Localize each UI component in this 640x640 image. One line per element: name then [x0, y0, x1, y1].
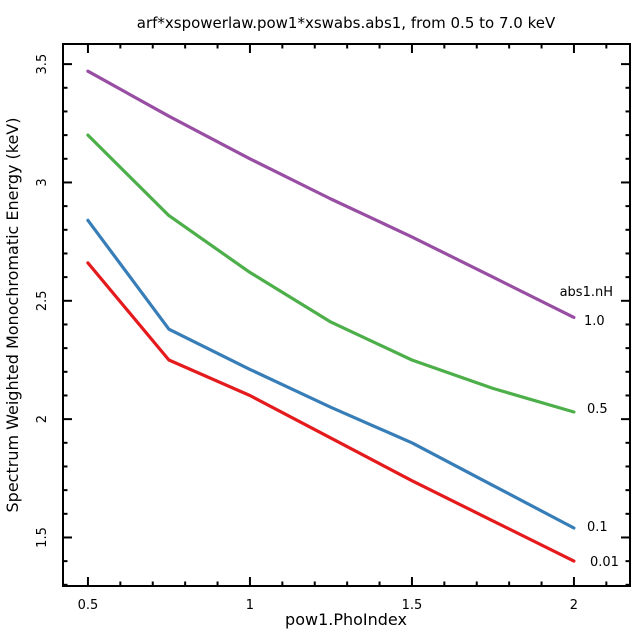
x-tick-label: 1: [246, 598, 254, 613]
x-tick-label: 0.5: [78, 598, 99, 613]
series-line-nh-0.01: [86, 261, 576, 563]
series-label: 0.5: [587, 402, 608, 417]
y-tick-label: 2.5: [35, 290, 50, 311]
x-tick-label: 2: [570, 598, 578, 613]
y-tick-label: 3: [35, 178, 50, 186]
series-line-nh-1.0: [86, 69, 576, 319]
y-tick-label: 2: [35, 415, 50, 423]
x-tick-label: 1.5: [402, 598, 423, 613]
series-label: 0.01: [590, 555, 619, 570]
legend-title: abs1.nH: [560, 285, 613, 300]
plot-area: 0.5 1 1.5 2 1.5 2 2.5 3 3.5 abs1.nH 1.0 0.5 0.1 0.01: [35, 43, 631, 613]
chart-title: arf*xspowerlaw.pow1*xswabs.abs1, from 0.…: [137, 14, 556, 32]
y-tick-label: 1.5: [35, 527, 50, 548]
y-tick-label: 3.5: [35, 54, 50, 75]
series-line-nh-0.5: [86, 133, 576, 414]
x-axis-label: pow1.PhoIndex: [285, 610, 407, 629]
plot-frame: [62, 43, 631, 587]
series-line-nh-0.1: [86, 218, 576, 530]
series-label: 0.1: [587, 520, 608, 535]
y-axis-label: Spectrum Weighted Monochromatic Energy (…: [3, 118, 22, 513]
series-label: 1.0: [584, 314, 605, 329]
